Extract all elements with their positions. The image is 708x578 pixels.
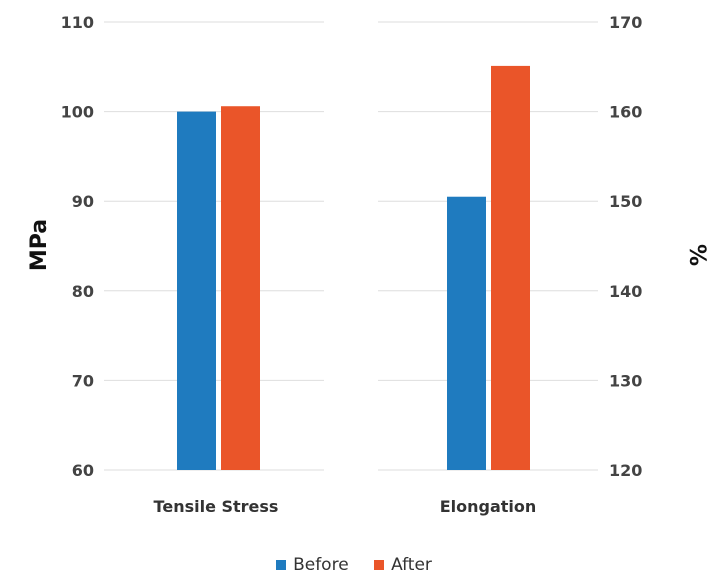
legend-label-before: Before xyxy=(293,555,349,575)
bars xyxy=(177,65,530,471)
left-axis-title: MPa xyxy=(27,219,52,271)
bar-before-tensile-stress xyxy=(177,111,216,470)
left-tick-label: 100 xyxy=(61,103,94,122)
right-axis-title: % xyxy=(684,244,708,266)
category-labels: Tensile Stress Elongation xyxy=(154,497,537,516)
left-tick-label: 60 xyxy=(72,461,94,480)
legend-label-after: After xyxy=(391,555,432,575)
legend-item-after[interactable]: After xyxy=(374,555,432,575)
legend-swatch-after xyxy=(374,560,385,570)
category-label: Elongation xyxy=(440,497,537,516)
right-tick-label: 170 xyxy=(609,13,642,32)
axis-ticks: 60 70 80 90 100 110 120 130 140 150 160 170 xyxy=(61,13,643,480)
bar-after-elongation xyxy=(491,65,530,471)
bar-before-elongation xyxy=(447,196,486,470)
legend-swatch-before xyxy=(276,560,287,570)
category-label: Tensile Stress xyxy=(154,497,279,516)
left-tick-label: 110 xyxy=(61,13,94,32)
left-tick-label: 90 xyxy=(72,192,94,211)
left-tick-label: 70 xyxy=(72,371,94,390)
left-tick-label: 80 xyxy=(72,282,94,301)
bar-after-tensile-stress xyxy=(221,106,260,470)
legend-item-before[interactable]: Before xyxy=(276,555,349,575)
legend: Before After xyxy=(0,555,708,575)
right-tick-label: 160 xyxy=(609,103,642,122)
right-tick-label: 120 xyxy=(609,461,642,480)
right-tick-label: 150 xyxy=(609,192,642,211)
right-tick-label: 130 xyxy=(609,371,642,390)
right-tick-label: 140 xyxy=(609,282,642,301)
